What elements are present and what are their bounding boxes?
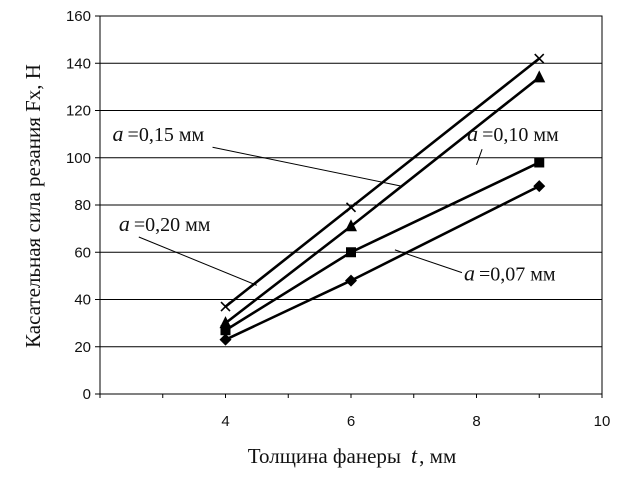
annotation-variable: a — [464, 261, 475, 286]
cross-stroke — [534, 53, 545, 64]
data-point-triangle — [219, 316, 232, 329]
x-axis-title-unit: , мм — [419, 444, 456, 468]
annotation-label: a =0,20 мм — [119, 211, 211, 236]
y-tick-label: 160 — [66, 8, 91, 25]
data-point-square — [220, 325, 231, 336]
data-point-cross — [534, 53, 545, 64]
y-tick-label: 0 — [83, 386, 91, 403]
data-point-square — [534, 157, 545, 168]
x-tick-label: 6 — [347, 413, 355, 430]
y-tick-label: 20 — [74, 339, 91, 356]
annotation-variable: a — [113, 121, 124, 146]
annotation-leader-line — [138, 236, 258, 286]
data-point-triangle — [533, 70, 546, 83]
data-point-diamond — [345, 274, 357, 287]
annotation-variable: a — [119, 211, 130, 236]
annotation-label: a =0,10 мм — [467, 121, 559, 146]
y-tick-label: 60 — [74, 244, 91, 261]
annotation-label: a =0,07 мм — [464, 261, 556, 286]
y-tick-label: 120 — [66, 103, 91, 120]
data-point-square — [346, 247, 356, 258]
y-tick-label: 40 — [74, 292, 91, 309]
y-tick-label: 100 — [66, 150, 91, 167]
x-tick-label: 8 — [472, 413, 480, 430]
annotation-text: =0,20 мм — [134, 214, 211, 236]
annotation-text: =0,15 мм — [128, 124, 205, 146]
annotation-variable: a — [467, 121, 478, 146]
cross-stroke — [345, 202, 357, 213]
y-tick-label: 80 — [74, 197, 91, 214]
data-point-diamond — [533, 180, 546, 193]
data-point-cross — [345, 202, 357, 213]
x-axis-title-text: Толщина фанеры — [248, 444, 401, 468]
annotation-leader-line — [212, 146, 402, 187]
annotation-label: a =0,15 мм — [113, 121, 205, 146]
y-axis-title: Касательная сила резания Fx, Н — [21, 64, 45, 348]
data-point-cross — [220, 301, 231, 312]
data-point-triangle — [345, 219, 357, 232]
annotation-leader-line — [476, 149, 483, 166]
x-axis-title-variable: t — [411, 443, 418, 468]
annotation-text: =0,10 мм — [482, 124, 559, 146]
x-tick-label: 4 — [221, 413, 229, 430]
x-tick-label: 10 — [594, 413, 611, 430]
x-axis-title: Толщина фанеры t, мм — [248, 443, 456, 468]
y-tick-label: 140 — [66, 55, 91, 72]
data-point-diamond — [219, 333, 232, 346]
cross-stroke — [220, 301, 231, 312]
annotation-leader-line — [394, 249, 463, 274]
annotation-text: =0,07 мм — [479, 264, 556, 286]
